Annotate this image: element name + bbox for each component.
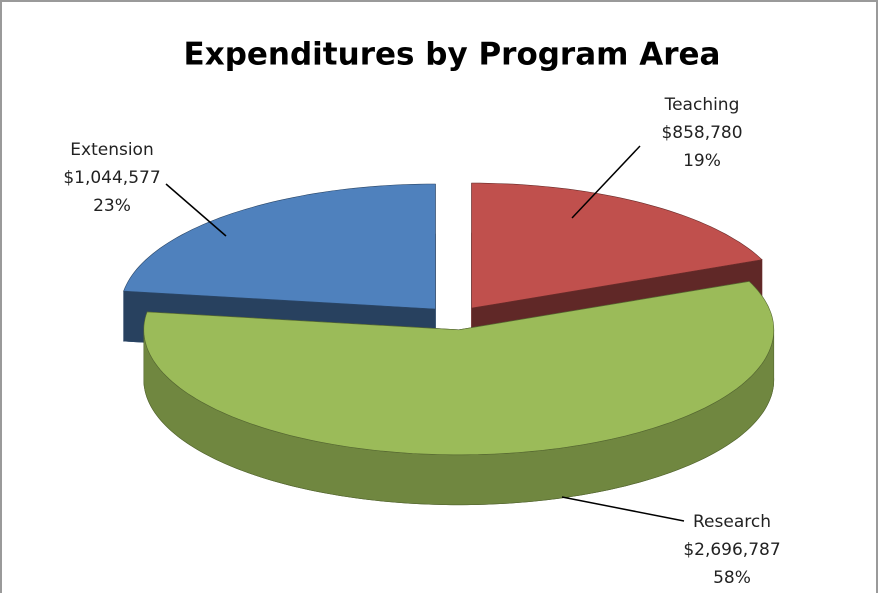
category-label: Research <box>693 512 771 532</box>
leader-line <box>165 183 227 237</box>
category-label: Extension <box>70 140 153 160</box>
chart-title: Expenditures by Program Area <box>184 37 721 73</box>
slice-top <box>471 182 763 309</box>
leader-line <box>561 496 685 522</box>
slice <box>143 281 775 506</box>
value-label: $1,044,577 <box>63 168 160 188</box>
leader-line <box>571 145 641 219</box>
percent-label: 19% <box>683 151 721 171</box>
slice-top <box>143 281 775 456</box>
slice-top <box>123 183 436 310</box>
category-label: Teaching <box>664 95 740 115</box>
value-label: $858,780 <box>661 123 742 143</box>
percent-label: 23% <box>93 196 131 216</box>
percent-label: 58% <box>713 568 751 588</box>
value-label: $2,696,787 <box>683 540 780 560</box>
